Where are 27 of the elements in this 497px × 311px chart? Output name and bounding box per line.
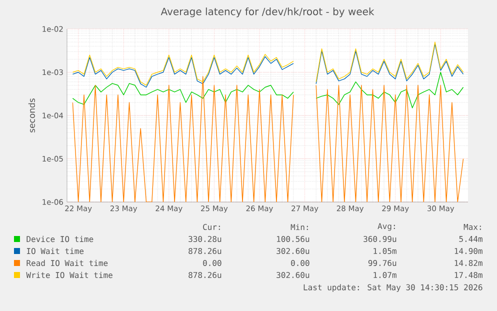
text: 330.28u <box>188 236 222 242</box>
legend-label: IO Wait time <box>26 248 84 254</box>
y-axis-title: seconds <box>28 98 35 132</box>
text: 5.44m <box>459 236 482 242</box>
text: 14.82m <box>454 260 482 266</box>
text: 100.56u <box>277 236 310 242</box>
text: 360.99u <box>364 236 396 242</box>
text: 0.00 <box>291 260 310 266</box>
text: 878.26u <box>188 272 222 278</box>
legend-label: Read IO Wait time <box>26 260 108 266</box>
legend-label: Device IO time <box>26 236 94 242</box>
text: Max: <box>464 224 481 230</box>
text: 302.60u <box>276 272 310 278</box>
chart-title: Average latency for /dev/hk/root - by week <box>160 8 374 18</box>
text: Cur: <box>203 224 220 230</box>
text: 17.48m <box>454 272 482 278</box>
text: 1.07m <box>374 272 396 278</box>
text: Min: <box>290 224 308 230</box>
text: 0.00 <box>203 260 222 266</box>
text: 302.60u <box>276 248 310 254</box>
text: 14.90m <box>454 248 482 254</box>
text: 99.76u <box>368 260 396 266</box>
text: 878.26u <box>188 248 222 254</box>
text: Avg: <box>378 223 395 231</box>
legend-label: Write IO Wait time <box>26 272 112 278</box>
text: 1.05m <box>374 248 396 254</box>
text: Last update: Sat May 30 14:30:15 2026 <box>304 284 482 292</box>
